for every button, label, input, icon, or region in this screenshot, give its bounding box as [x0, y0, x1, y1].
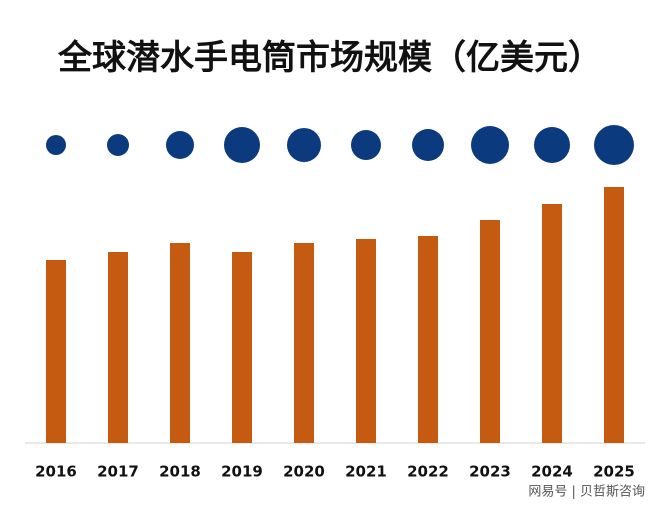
bubble [166, 131, 194, 159]
bubble [471, 126, 509, 164]
bubble [534, 127, 570, 163]
bar [294, 243, 314, 443]
bubble [287, 128, 321, 162]
x-tick-label: 2021 [345, 463, 387, 481]
chart-title: 全球潜水手电筒市场规模（亿美元） [57, 38, 602, 78]
bar [480, 220, 500, 443]
bar [418, 236, 438, 443]
x-tick-label: 2017 [97, 463, 139, 481]
bubble [46, 135, 66, 155]
bubble [107, 134, 129, 156]
x-tick-label: 2020 [283, 463, 325, 481]
x-tick-label: 2018 [159, 463, 201, 481]
bubble [351, 130, 381, 160]
bar [604, 187, 624, 443]
bar [542, 204, 562, 443]
bubble [594, 125, 634, 165]
x-tick-label: 2024 [531, 463, 573, 481]
x-tick-label: 2023 [469, 463, 511, 481]
watermark: 网易号 | 贝哲斯咨询 [528, 485, 645, 500]
x-tick-label: 2019 [221, 463, 263, 481]
bar [46, 260, 66, 443]
bar [356, 239, 376, 443]
x-tick-label: 2016 [35, 463, 77, 481]
bar [170, 243, 190, 443]
x-tick-label: 2025 [593, 463, 635, 481]
bubble [224, 127, 260, 163]
bubble [412, 129, 444, 161]
x-tick-label: 2022 [407, 463, 449, 481]
bar [232, 252, 252, 443]
bar [108, 252, 128, 443]
